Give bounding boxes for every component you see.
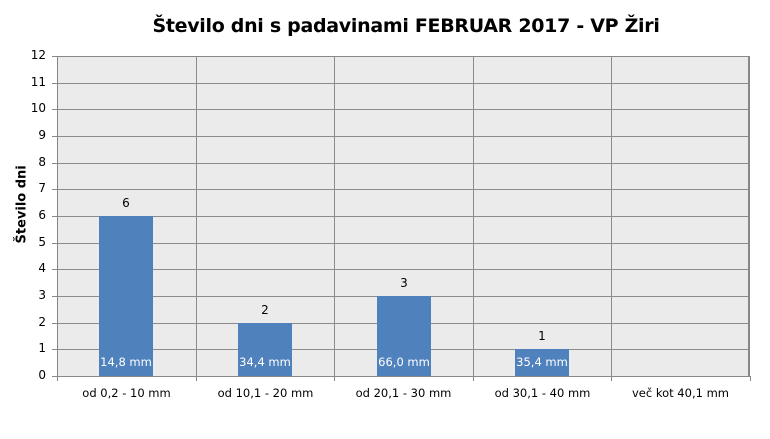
vertical-gridline <box>473 57 474 376</box>
chart-title: Število dni s padavinami FEBRUAR 2017 - … <box>152 15 660 37</box>
vertical-gridline <box>334 57 335 376</box>
x-tick <box>473 376 474 381</box>
vertical-gridline <box>196 57 197 376</box>
gridline <box>58 163 748 164</box>
y-tick-label: 12 <box>30 48 46 62</box>
x-tick <box>611 376 612 381</box>
y-tick <box>52 243 57 244</box>
x-tick-label: od 10,1 - 20 mm <box>217 386 314 400</box>
y-tick <box>52 296 57 297</box>
bar-value-label: 1 <box>538 329 546 343</box>
y-tick <box>52 216 57 217</box>
gridline <box>58 83 748 84</box>
y-tick-label: 5 <box>38 235 46 249</box>
x-tick <box>750 376 751 381</box>
y-tick <box>52 269 57 270</box>
x-tick-label: od 20,1 - 30 mm <box>355 386 452 400</box>
y-tick <box>52 349 57 350</box>
y-tick-label: 6 <box>38 208 46 222</box>
y-tick-label: 2 <box>38 315 46 329</box>
x-tick-label: od 30,1 - 40 mm <box>494 386 591 400</box>
vertical-gridline <box>611 57 612 376</box>
gridline <box>58 109 748 110</box>
bar-annotation: 35,4 mm <box>516 355 568 369</box>
gridline <box>58 136 748 137</box>
y-tick <box>52 323 57 324</box>
x-tick <box>334 376 335 381</box>
y-tick <box>52 56 57 57</box>
y-tick <box>52 189 57 190</box>
y-tick <box>52 136 57 137</box>
bar-value-label: 2 <box>261 303 269 317</box>
bar <box>238 323 292 376</box>
y-tick <box>52 83 57 84</box>
y-tick <box>52 163 57 164</box>
bar <box>99 216 153 376</box>
y-tick <box>52 109 57 110</box>
y-tick-label: 11 <box>30 75 46 89</box>
x-tick <box>57 376 58 381</box>
x-tick-label: od 0,2 - 10 mm <box>82 386 171 400</box>
x-tick-label: več kot 40,1 mm <box>632 386 729 400</box>
bar-annotation: 14,8 mm <box>100 355 152 369</box>
y-tick-label: 8 <box>38 155 46 169</box>
y-tick <box>52 376 57 377</box>
gridline <box>58 243 748 244</box>
y-tick-label: 9 <box>38 128 46 142</box>
bar-value-label: 6 <box>122 196 130 210</box>
gridline <box>58 189 748 190</box>
y-tick-label: 4 <box>38 261 46 275</box>
bar <box>377 296 431 376</box>
bar-annotation: 66,0 mm <box>378 355 430 369</box>
bar-value-label: 3 <box>400 276 408 290</box>
x-axis <box>57 376 750 377</box>
y-tick-label: 3 <box>38 288 46 302</box>
y-tick-label: 10 <box>30 101 46 115</box>
y-tick-label: 1 <box>38 341 46 355</box>
y-tick-label: 7 <box>38 181 46 195</box>
gridline <box>58 216 748 217</box>
x-tick <box>196 376 197 381</box>
bar <box>515 349 569 376</box>
gridline <box>58 269 748 270</box>
y-tick-label: 0 <box>38 368 46 382</box>
bar-annotation: 34,4 mm <box>239 355 291 369</box>
